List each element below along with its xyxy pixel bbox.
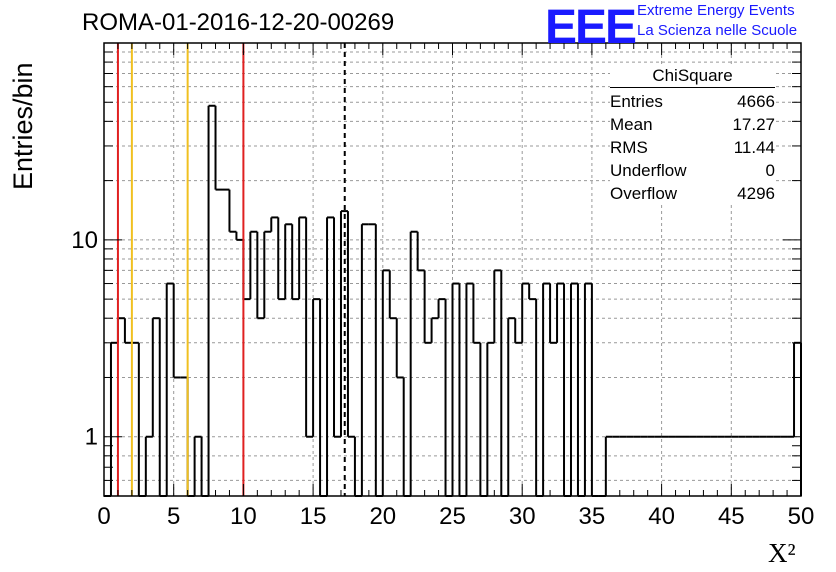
x-tick-label: 25 bbox=[439, 503, 466, 530]
marker-lines bbox=[116, 43, 346, 496]
logo-line-2: La Scienza nelle Scuole bbox=[637, 22, 798, 39]
x-tick-label: 15 bbox=[300, 503, 327, 530]
x-tick-label: 20 bbox=[369, 503, 396, 530]
stats-label: Overflow bbox=[610, 184, 678, 203]
run-title: ROMA-01-2016-12-20-00269 bbox=[82, 9, 395, 36]
stats-value: 0 bbox=[765, 161, 775, 180]
y-tick-label: 1 bbox=[85, 424, 98, 451]
stats-label: Mean bbox=[610, 115, 653, 134]
x-tick-label: 40 bbox=[648, 503, 675, 530]
stats-row-entries: Entries 4666 bbox=[610, 90, 775, 113]
y-axis-label: Entries/bin bbox=[8, 62, 38, 190]
stats-row-mean: Mean 17.27 bbox=[610, 113, 775, 136]
x-tick-label: 5 bbox=[167, 503, 180, 530]
y-tick-label: 10 bbox=[71, 227, 98, 254]
logo-line-1: Extreme Energy Events bbox=[637, 2, 795, 19]
stats-row-underflow: Underflow 0 bbox=[610, 159, 775, 182]
x-tick-label: 35 bbox=[579, 503, 606, 530]
stats-label: RMS bbox=[610, 138, 648, 157]
stats-label: Underflow bbox=[610, 161, 687, 180]
stats-row-rms: RMS 11.44 bbox=[610, 136, 775, 159]
stats-row-overflow: Overflow 4296 bbox=[610, 182, 775, 205]
x-tick-label: 50 bbox=[788, 503, 815, 530]
stats-box: ChiSquare Entries 4666 Mean 17.27 RMS 11… bbox=[610, 66, 775, 205]
eee-logo: EEE bbox=[545, 1, 637, 54]
stats-value: 4666 bbox=[737, 92, 775, 111]
stats-title: ChiSquare bbox=[610, 66, 775, 88]
stats-value: 11.44 bbox=[733, 138, 775, 157]
stats-label: Entries bbox=[610, 92, 663, 111]
stats-value: 4296 bbox=[737, 184, 775, 203]
x-tick-label: 0 bbox=[97, 503, 110, 530]
x-axis-label: X² bbox=[768, 538, 796, 568]
stats-value: 17.27 bbox=[732, 115, 775, 134]
x-tick-label: 45 bbox=[718, 503, 745, 530]
axis-ticks: 0 5 10 15 20 25 30 35 40 45 50 1 10 bbox=[71, 43, 814, 530]
x-tick-label: 30 bbox=[509, 503, 536, 530]
x-tick-label: 10 bbox=[230, 503, 257, 530]
